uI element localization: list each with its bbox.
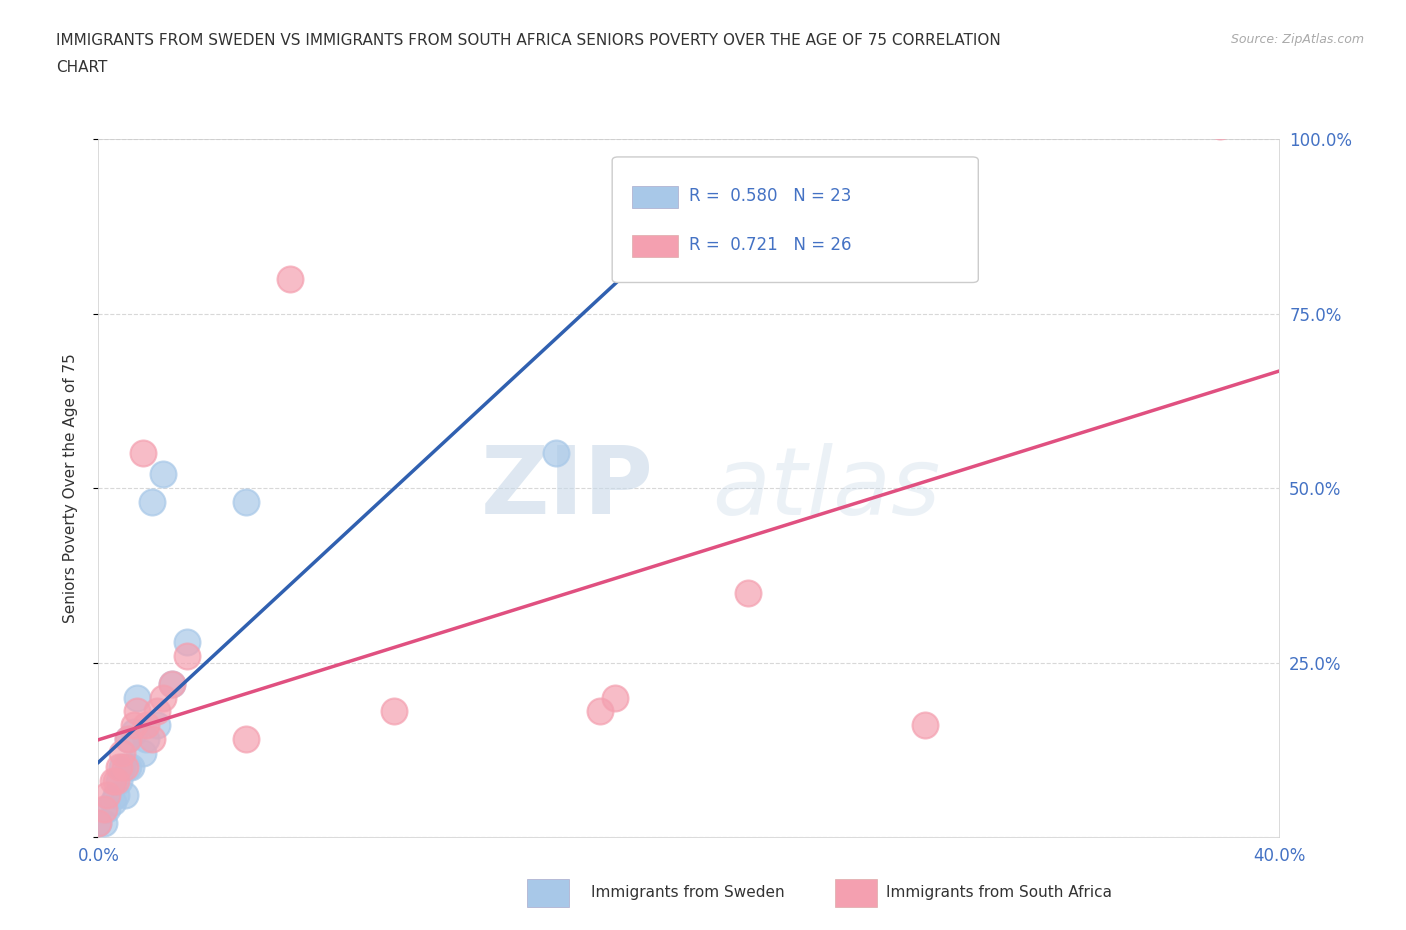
Point xyxy=(914,718,936,733)
Point xyxy=(111,760,134,775)
Point xyxy=(117,732,139,747)
Point xyxy=(105,774,128,789)
Point xyxy=(103,794,125,809)
FancyBboxPatch shape xyxy=(633,186,678,208)
Point xyxy=(605,690,627,705)
Point xyxy=(105,788,128,803)
Point xyxy=(162,676,183,691)
Point xyxy=(546,445,568,460)
Text: Immigrants from South Africa: Immigrants from South Africa xyxy=(886,885,1112,900)
Text: atlas: atlas xyxy=(713,443,941,534)
Point xyxy=(1209,118,1232,133)
Text: CHART: CHART xyxy=(56,60,108,75)
Point xyxy=(122,725,145,740)
Point xyxy=(382,704,405,719)
Point xyxy=(96,788,118,803)
Point xyxy=(125,690,148,705)
Text: ZIP: ZIP xyxy=(481,443,654,534)
Point xyxy=(120,760,142,775)
Text: R =  0.721   N = 26: R = 0.721 N = 26 xyxy=(689,236,852,254)
Point xyxy=(93,802,115,817)
Point xyxy=(589,704,612,719)
Point xyxy=(111,746,134,761)
Point xyxy=(122,718,145,733)
Text: R =  0.580   N = 23: R = 0.580 N = 23 xyxy=(689,187,852,206)
Text: IMMIGRANTS FROM SWEDEN VS IMMIGRANTS FROM SOUTH AFRICA SENIORS POVERTY OVER THE : IMMIGRANTS FROM SWEDEN VS IMMIGRANTS FRO… xyxy=(56,33,1001,47)
Point xyxy=(176,634,198,649)
Point xyxy=(176,648,198,663)
Point xyxy=(103,774,125,789)
Point xyxy=(114,788,136,803)
Point xyxy=(108,760,131,775)
Point xyxy=(146,718,169,733)
Point xyxy=(162,676,183,691)
Y-axis label: Seniors Poverty Over the Age of 75: Seniors Poverty Over the Age of 75 xyxy=(63,353,77,623)
Text: Immigrants from Sweden: Immigrants from Sweden xyxy=(591,885,785,900)
Point xyxy=(108,774,131,789)
Point xyxy=(141,495,163,510)
Point xyxy=(146,704,169,719)
Point xyxy=(135,718,157,733)
Point xyxy=(633,223,655,238)
Text: Source: ZipAtlas.com: Source: ZipAtlas.com xyxy=(1230,33,1364,46)
Point xyxy=(132,746,155,761)
FancyBboxPatch shape xyxy=(633,235,678,258)
Point xyxy=(96,802,118,817)
Point xyxy=(152,467,174,482)
Point xyxy=(114,760,136,775)
Point xyxy=(117,732,139,747)
Point xyxy=(141,732,163,747)
Point xyxy=(737,586,759,601)
Point xyxy=(278,272,302,286)
Point xyxy=(132,445,155,460)
Point xyxy=(135,732,157,747)
Point xyxy=(87,816,110,830)
Point xyxy=(152,690,174,705)
Point xyxy=(125,704,148,719)
Point xyxy=(87,816,110,830)
Point xyxy=(117,760,139,775)
Point xyxy=(235,732,257,747)
Point xyxy=(93,816,115,830)
Point xyxy=(235,495,257,510)
FancyBboxPatch shape xyxy=(612,157,979,283)
